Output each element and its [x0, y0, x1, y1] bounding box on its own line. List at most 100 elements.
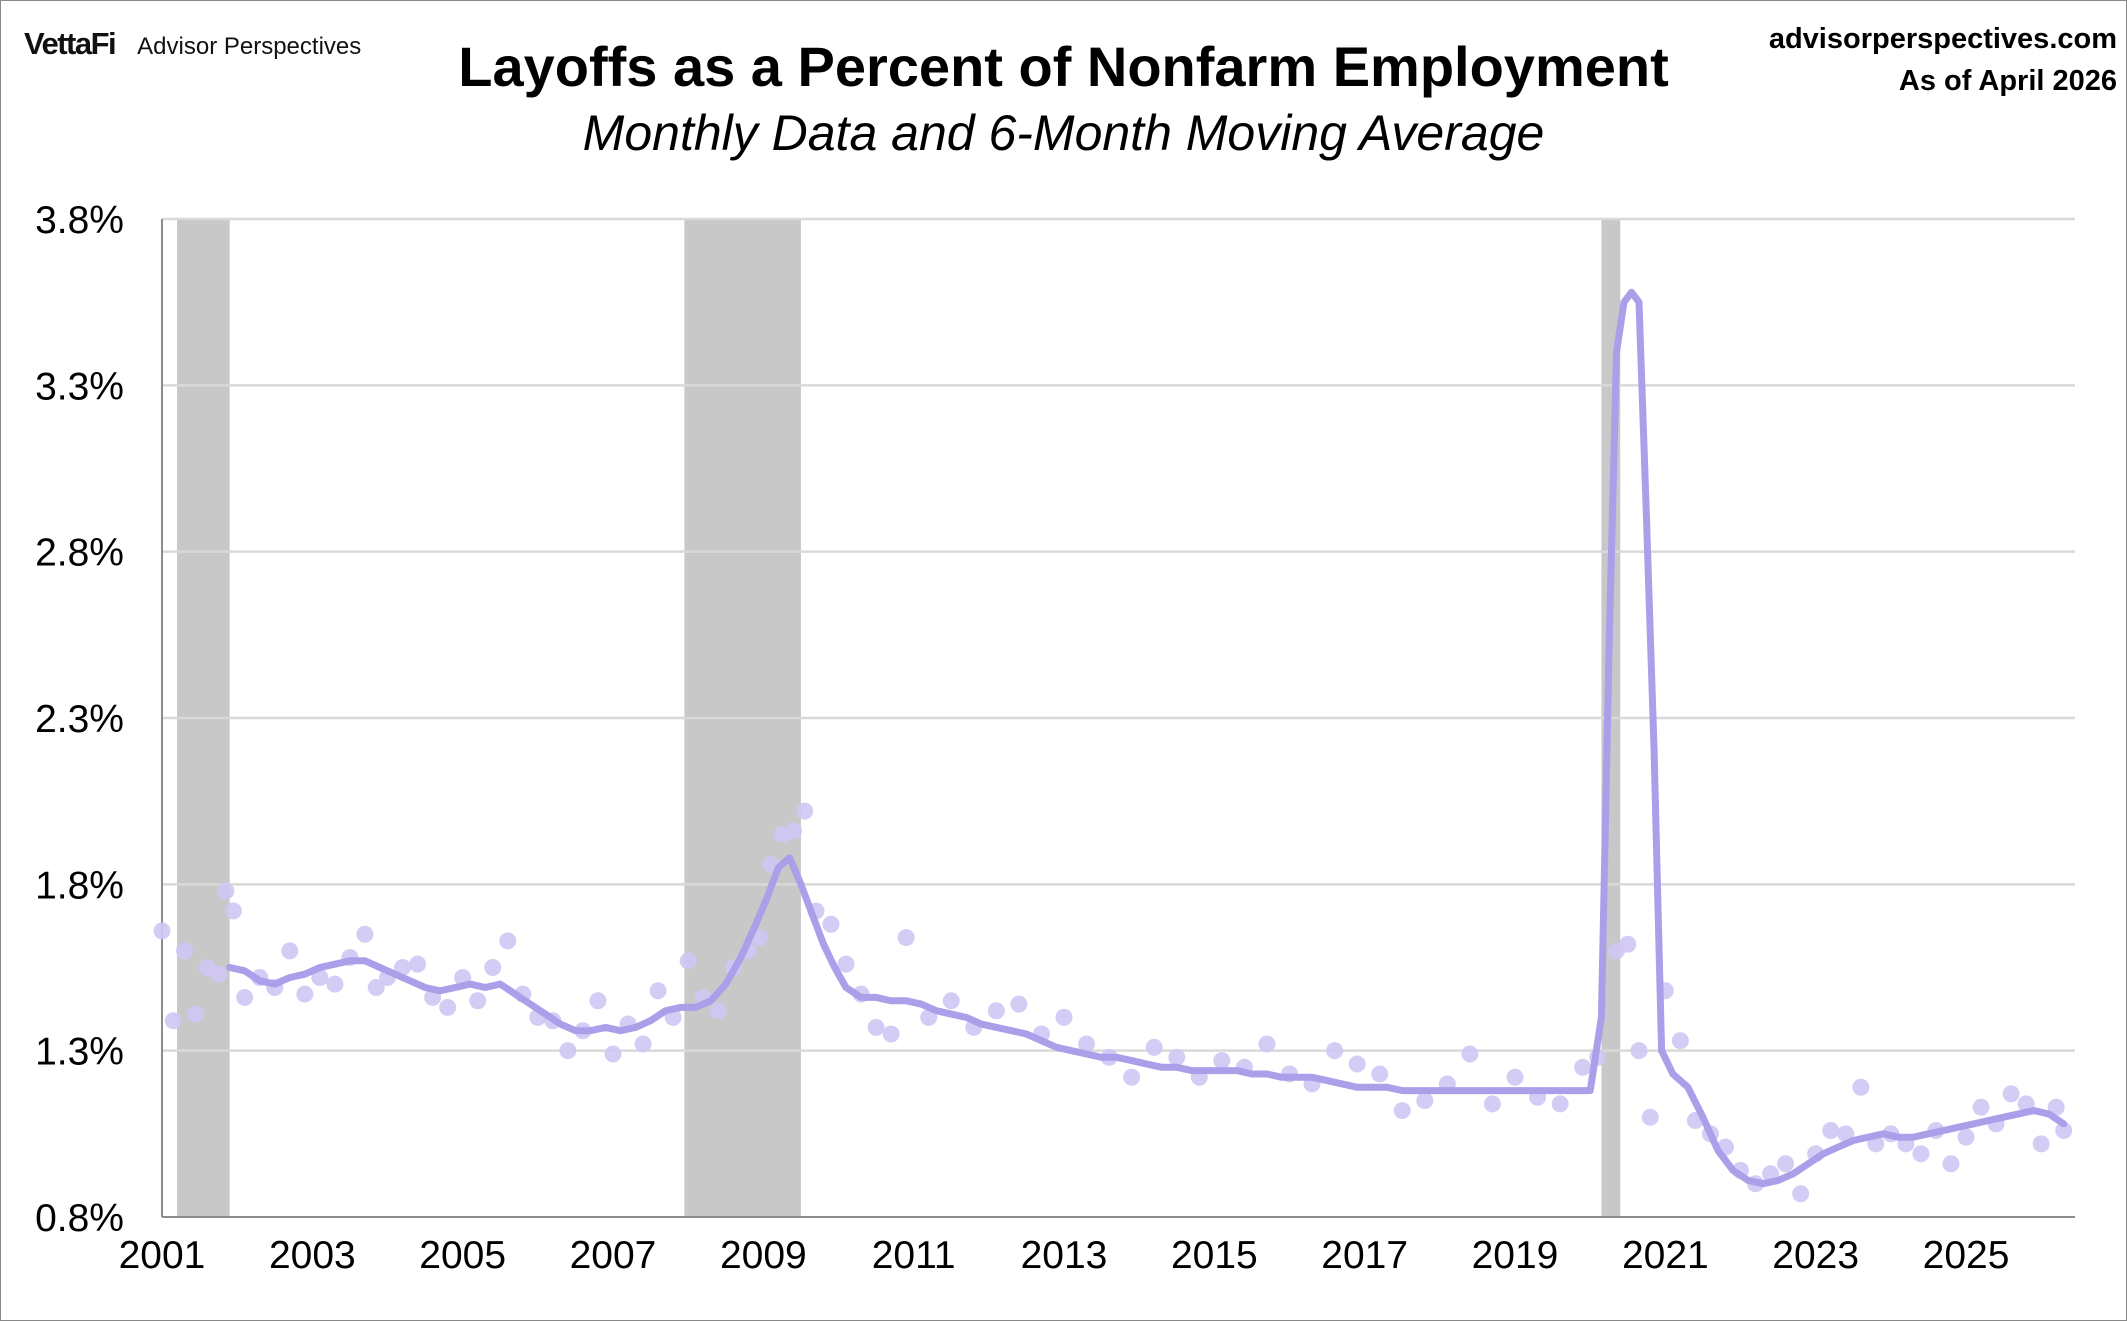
monthly-point [882, 1025, 900, 1043]
monthly-point [469, 992, 487, 1010]
brand-header: VettaFi Advisor Perspectives [24, 26, 361, 62]
vettafi-logo: VettaFi [24, 26, 117, 61]
x-tick-label: 2021 [1622, 1234, 1709, 1277]
monthly-point [1641, 1108, 1659, 1126]
y-tick-label: 1.8% [35, 864, 124, 907]
monthly-point [2032, 1135, 2050, 1153]
site-info: advisorperspectives.com As of April 2026 [1769, 18, 2117, 102]
monthly-point [367, 978, 385, 996]
monthly-point [822, 915, 840, 933]
y-tick-label: 3.3% [35, 365, 124, 408]
monthly-point [1168, 1048, 1186, 1066]
monthly-point [1671, 1032, 1689, 1050]
monthly-point [326, 975, 344, 993]
y-tick-label: 3.8% [35, 199, 124, 242]
monthly-point [796, 802, 814, 820]
monthly-point [604, 1045, 622, 1063]
monthly-point [439, 998, 457, 1016]
y-tick-label: 0.8% [35, 1197, 124, 1240]
x-tick-label: 2003 [269, 1234, 356, 1277]
monthly-point [920, 1008, 938, 1026]
monthly-point [2047, 1098, 2065, 1116]
monthly-point [1551, 1095, 1569, 1113]
monthly-point [897, 929, 915, 947]
monthly-point [1852, 1078, 1870, 1096]
monthly-point [1393, 1102, 1411, 1120]
monthly-point [942, 992, 960, 1010]
x-tick-label: 2005 [419, 1234, 506, 1277]
y-tick-labels: 0.8% 1.3% 1.8% 2.3% 2.8% 3.3% 3.8% [35, 199, 124, 1240]
brand-name: Advisor Perspectives [137, 33, 362, 60]
monthly-point [1348, 1055, 1366, 1073]
chart-title: Layoffs as a Percent of Nonfarm Employme… [458, 35, 1669, 98]
y-tick-label: 2.3% [35, 698, 124, 741]
y-tick-label: 1.3% [35, 1031, 124, 1074]
monthly-point [153, 922, 171, 940]
monthly-point [1055, 1008, 1073, 1026]
monthly-point [1416, 1092, 1434, 1110]
monthly-point [1483, 1095, 1501, 1113]
monthly-point [236, 988, 254, 1006]
x-tick-label: 2007 [570, 1234, 657, 1277]
monthly-point [1326, 1042, 1344, 1060]
monthly-point [1371, 1065, 1389, 1083]
monthly-point [409, 955, 427, 973]
moving-average [226, 288, 2068, 1188]
monthly-point [1506, 1068, 1524, 1086]
monthly-point [837, 955, 855, 973]
x-tick-label: 2009 [720, 1234, 807, 1277]
monthly-point [296, 985, 314, 1003]
monthly-point [356, 925, 374, 943]
monthly-point [2055, 1122, 2073, 1140]
x-tick-label: 2017 [1321, 1234, 1408, 1277]
monthly-point [1957, 1128, 1975, 1146]
monthly-point [1912, 1145, 1930, 1163]
x-tick-label: 2001 [119, 1234, 206, 1277]
monthly-point [1078, 1035, 1096, 1053]
monthly-point [987, 1002, 1005, 1020]
x-tick-label: 2011 [872, 1234, 956, 1277]
y-tick-label: 2.8% [35, 532, 124, 575]
axes [161, 219, 2075, 1218]
monthly-point [1619, 935, 1637, 953]
monthly-point [1213, 1052, 1231, 1070]
x-tick-label: 2025 [1923, 1234, 2010, 1277]
x-tick-label: 2015 [1171, 1234, 1258, 1277]
monthly-points [153, 802, 2073, 1203]
monthly-point [559, 1042, 577, 1060]
monthly-point [1777, 1155, 1795, 1173]
monthly-point [499, 932, 517, 950]
monthly-point [224, 902, 242, 920]
monthly-point [1123, 1068, 1141, 1086]
grid-lines [162, 217, 2075, 1052]
site-url: advisorperspectives.com [1768, 23, 2117, 55]
monthly-point [209, 965, 227, 983]
monthly-point [1010, 995, 1028, 1013]
monthly-point [649, 982, 667, 1000]
monthly-point [484, 959, 502, 976]
x-tick-label: 2019 [1472, 1234, 1559, 1277]
monthly-point [709, 1002, 727, 1020]
monthly-point [217, 882, 235, 900]
as-of-date: As of April 2026 [1898, 65, 2117, 98]
monthly-point [2002, 1085, 2020, 1103]
monthly-point [784, 822, 802, 840]
monthly-point [1258, 1035, 1276, 1053]
monthly-point [1792, 1185, 1810, 1203]
monthly-point [1837, 1125, 1855, 1143]
x-tick-labels: 2001 2003 2005 2007 2009 2011 2013 2015 2017 2019… [119, 1234, 2010, 1277]
monthly-point [1630, 1042, 1648, 1060]
monthly-point [679, 952, 697, 970]
monthly-point [1942, 1155, 1960, 1173]
monthly-point [1461, 1045, 1479, 1063]
x-tick-label: 2013 [1021, 1234, 1108, 1277]
x-tick-label: 2023 [1772, 1234, 1859, 1277]
monthly-point [634, 1035, 652, 1053]
monthly-point [1145, 1038, 1163, 1056]
monthly-point [1822, 1122, 1840, 1140]
monthly-point [281, 942, 299, 960]
monthly-point [1574, 1058, 1592, 1076]
chart-subtitle: Monthly Data and 6-Month Moving Average [582, 105, 1545, 161]
monthly-point [1972, 1098, 1990, 1116]
